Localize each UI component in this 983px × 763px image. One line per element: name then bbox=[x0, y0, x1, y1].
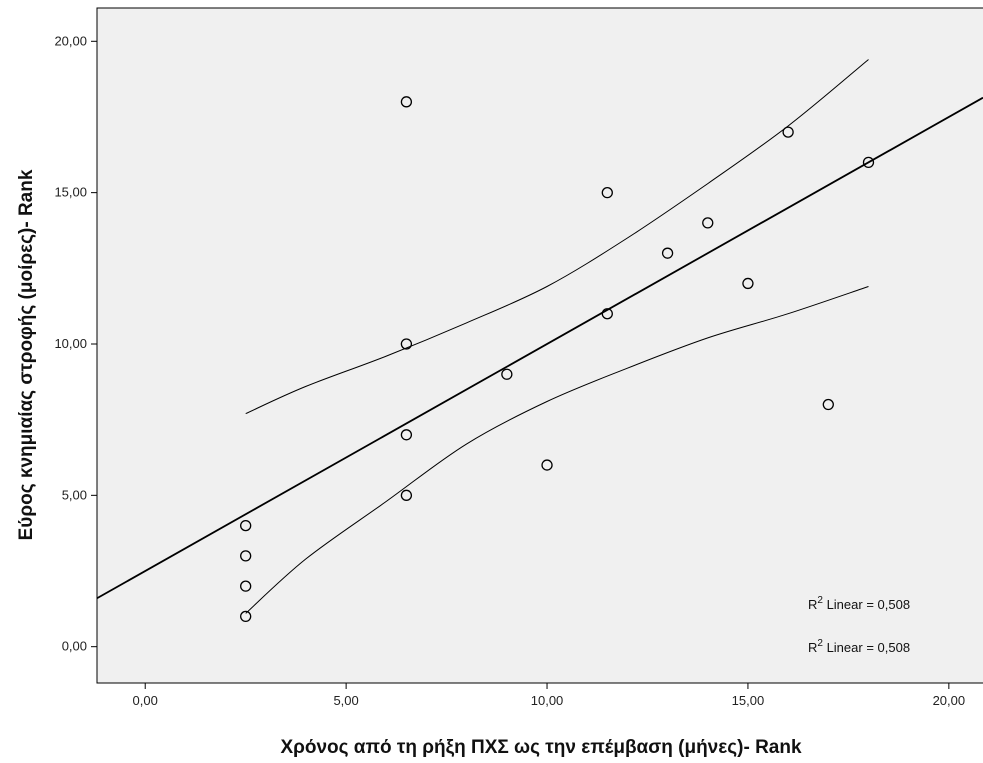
data-point bbox=[400, 96, 413, 108]
r2-base: R bbox=[808, 597, 817, 612]
data-point bbox=[822, 398, 834, 411]
plot-area bbox=[96, 7, 983, 684]
data-point bbox=[601, 186, 613, 199]
y-tick-label: 15,00 bbox=[54, 185, 87, 200]
confidence-band-lower bbox=[245, 286, 869, 614]
r2-annotation-1: R2 Linear = 0,508 bbox=[808, 595, 910, 612]
r2-superscript: 2 bbox=[817, 638, 823, 649]
y-tick-label: 5,00 bbox=[62, 487, 87, 502]
data-point bbox=[782, 126, 794, 138]
data-point bbox=[601, 308, 613, 320]
r2-base: R bbox=[808, 640, 817, 655]
y-tick-label: 0,00 bbox=[62, 639, 87, 654]
data-point bbox=[400, 429, 413, 441]
data-point bbox=[400, 489, 413, 501]
y-axis: 0,00 5,00 10,00 15,00 20,00 bbox=[54, 33, 97, 654]
data-point bbox=[862, 156, 875, 169]
r2-superscript: 2 bbox=[817, 595, 823, 606]
x-tick-label: 5,00 bbox=[333, 693, 358, 708]
confidence-band-upper bbox=[245, 59, 869, 415]
y-tick-label: 10,00 bbox=[54, 336, 87, 351]
data-point bbox=[240, 519, 252, 532]
data-point bbox=[501, 368, 513, 380]
x-axis-title: Χρόνος από τη ρήξη ΠΧΣ ως την επέμβαση (… bbox=[280, 737, 802, 758]
data-point bbox=[742, 277, 754, 290]
r2-text: Linear = 0,508 bbox=[823, 597, 910, 612]
data-point bbox=[661, 247, 674, 259]
x-tick-label: 20,00 bbox=[933, 693, 966, 708]
r2-annotation-2: R2 Linear = 0,508 bbox=[808, 638, 910, 655]
regression-line bbox=[97, 96, 983, 600]
data-point bbox=[400, 338, 413, 350]
plot-content bbox=[97, 59, 983, 623]
data-point bbox=[240, 610, 252, 623]
plot-marks bbox=[97, 59, 983, 623]
data-point bbox=[240, 550, 252, 562]
data-point bbox=[702, 217, 714, 229]
x-tick-label: 10,00 bbox=[531, 693, 564, 708]
x-tick-label: 0,00 bbox=[133, 693, 158, 708]
r2-text: Linear = 0,508 bbox=[823, 640, 910, 655]
data-point bbox=[541, 459, 553, 471]
x-axis: 0,00 5,00 10,00 15,00 20,00 bbox=[133, 683, 966, 708]
y-axis-title: Εύρος κνημιαίας στροφής (μοίρες)- Rank bbox=[16, 169, 37, 540]
x-tick-label: 15,00 bbox=[732, 693, 765, 708]
y-tick-label: 20,00 bbox=[54, 33, 87, 48]
data-point bbox=[240, 580, 252, 592]
